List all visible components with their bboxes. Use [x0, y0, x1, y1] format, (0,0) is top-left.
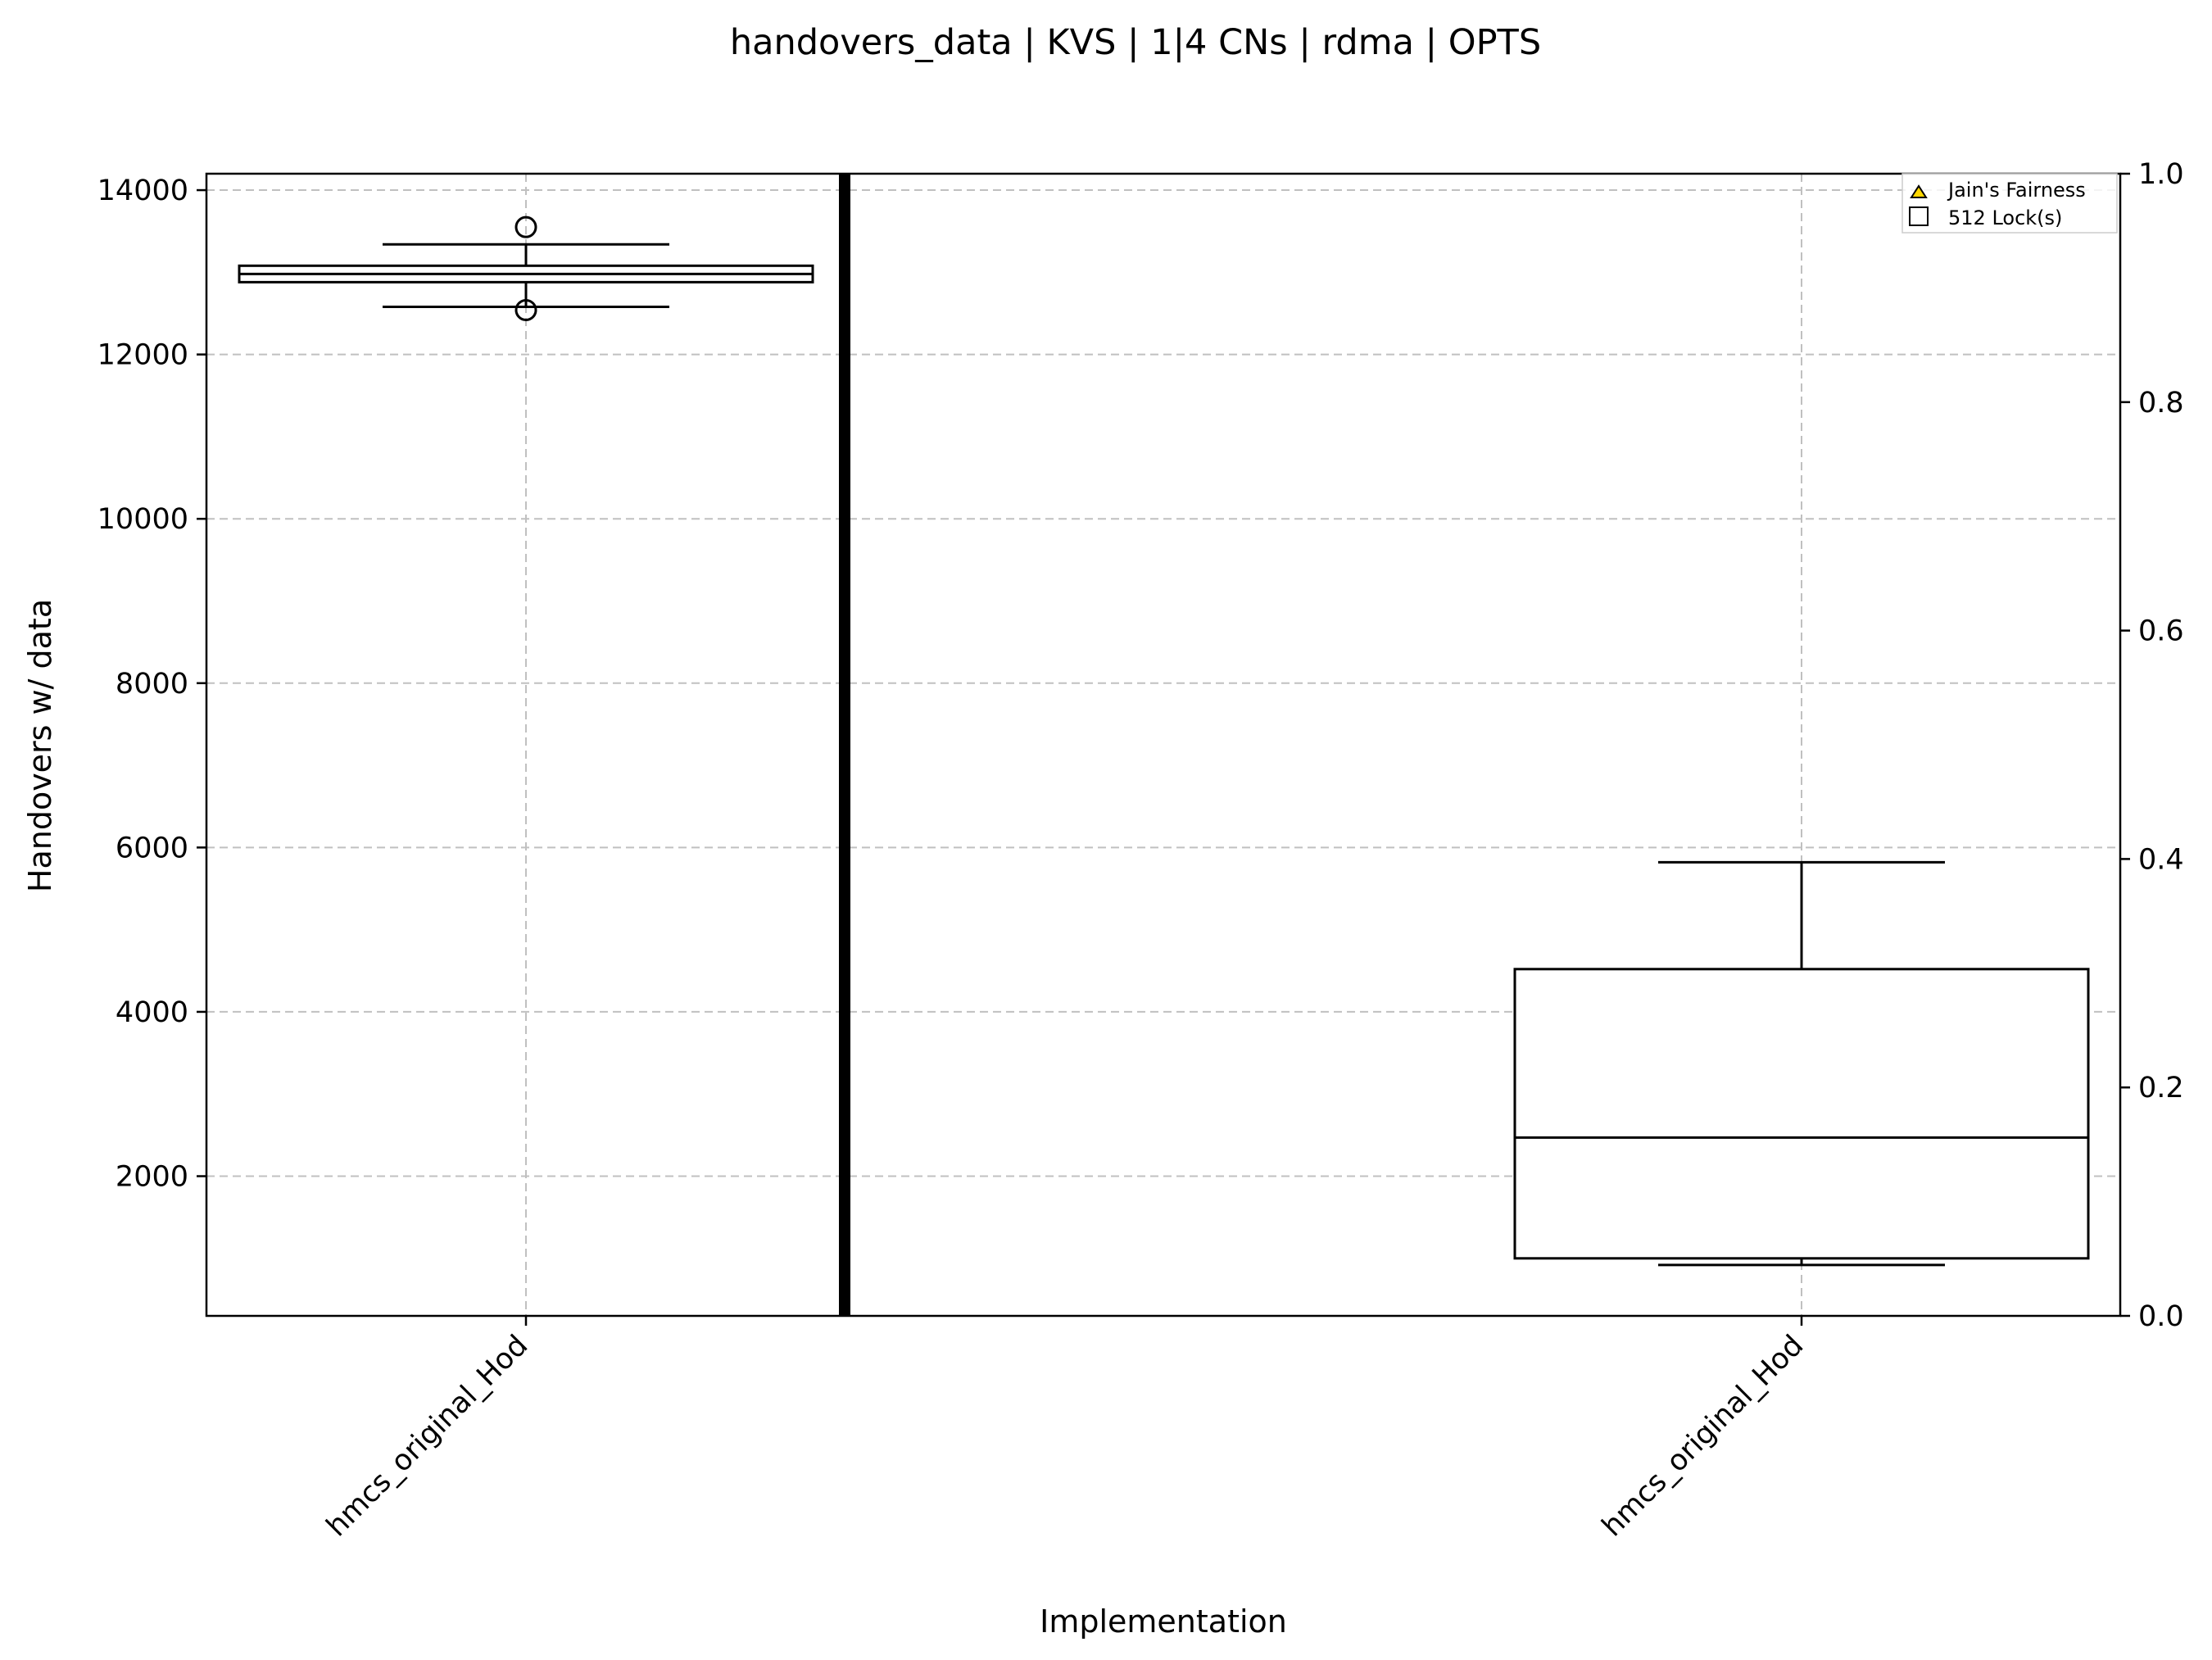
y-tick-label: 14000: [97, 175, 188, 207]
box-iqr: [1513, 968, 2090, 1260]
marks-layer: [238, 174, 2090, 1316]
y2-tick-label: 0.8: [2138, 387, 2184, 420]
y-axis-label: Handovers w/ data: [22, 599, 58, 892]
y2-tick-label: 0.6: [2138, 615, 2184, 648]
chart-title: handovers_data | KVS | 1|4 CNs | rdma | …: [730, 22, 1541, 63]
legend-label-locks: 512 Lock(s): [1948, 206, 2062, 229]
x-tick-label: hmcs_original_Hod: [1596, 1329, 1810, 1543]
legend: Jain's Fairness 512 Lock(s): [1902, 173, 2118, 234]
legend-marker-jains-fairness: [1910, 184, 1928, 198]
grid-layer: [206, 174, 2120, 1316]
box-outlier: [514, 215, 537, 238]
y-tick-label: 10000: [97, 503, 188, 536]
y-tick-label: 2000: [116, 1161, 188, 1194]
legend-frame: [1902, 173, 2118, 234]
y-tick-label: 4000: [116, 996, 188, 1029]
plot-area-frame: [205, 172, 2122, 1318]
y2-tick-label: 0.2: [2138, 1072, 2184, 1104]
axes-layer: 2000 4000 6000 8000 10000 12000 14000 0.0 0.2 0.4…: [97, 158, 2184, 1543]
y2-tick-label: 0.4: [2138, 843, 2184, 876]
legend-label-jains-fairness: Jain's Fairness: [1947, 179, 2086, 202]
y-tick-label: 8000: [116, 668, 188, 701]
y2-tick-label: 1.0: [2138, 158, 2184, 191]
box-outlier: [514, 298, 537, 321]
x-axis-label: Implementation: [1040, 1603, 1287, 1640]
y-tick-label: 12000: [97, 339, 188, 372]
y2-tick-label: 0.0: [2138, 1300, 2184, 1333]
y-tick-label: 6000: [116, 832, 188, 864]
legend-marker-locks: [1909, 206, 1929, 226]
x-tick-label: hmcs_original_Hod: [320, 1329, 534, 1543]
